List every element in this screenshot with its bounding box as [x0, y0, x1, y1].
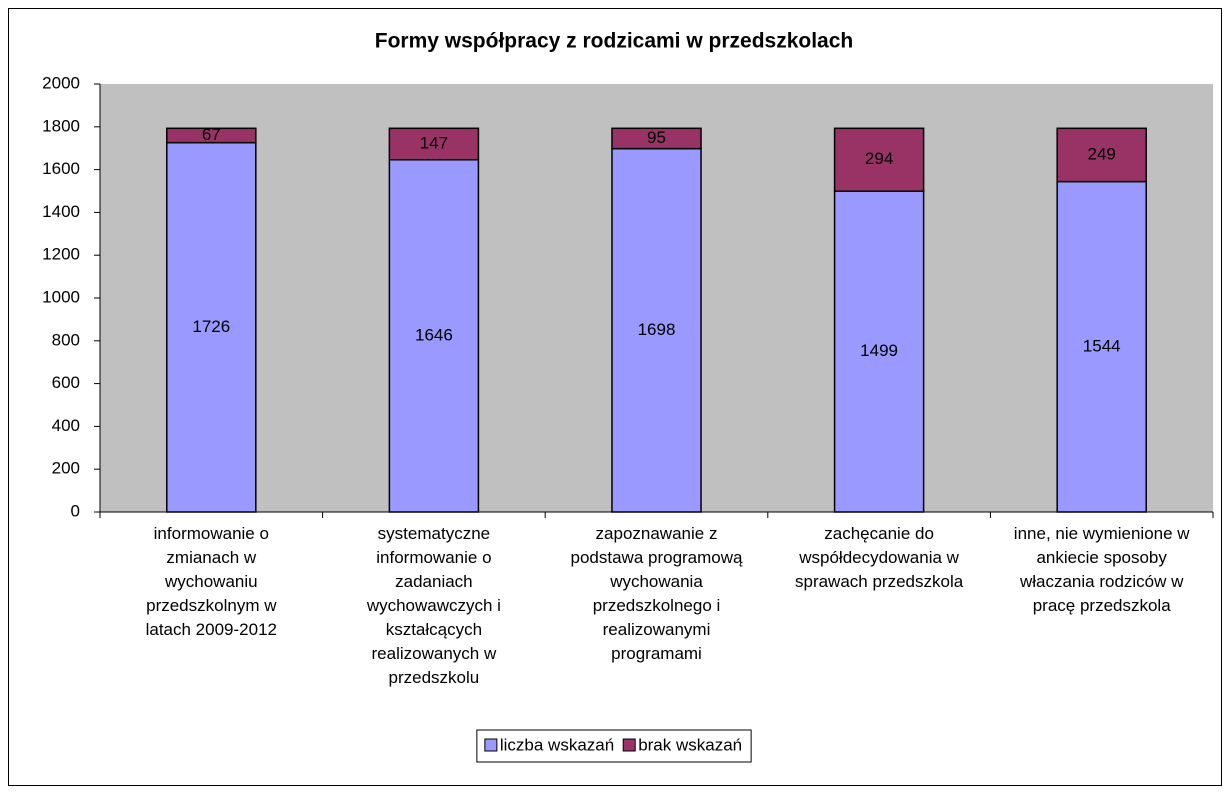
x-tick-label: inne, nie wymienione w ankiecie sposoby … — [1013, 524, 1190, 615]
bar-segment — [166, 141, 257, 513]
chart-title: Formy współpracy z rodzicami w przedszko… — [375, 30, 853, 53]
bar-segment — [166, 127, 257, 144]
y-tick-label: 400 — [52, 416, 80, 435]
y-tick-label: 1600 — [42, 159, 80, 178]
value-label: 1698 — [638, 320, 676, 339]
legend-swatch — [622, 738, 636, 752]
value-label: 95 — [647, 128, 666, 147]
value-label: 1544 — [1083, 336, 1121, 355]
legend-box — [476, 729, 752, 763]
bar-segment — [833, 127, 925, 192]
legend-label: liczba wskazań — [500, 735, 614, 754]
legend-label: brak wskazań — [638, 735, 742, 754]
y-tick-label: 200 — [52, 459, 80, 478]
bar-segment — [1056, 127, 1147, 183]
bar-segment — [611, 127, 702, 150]
x-tick-label: zachęcanie do współdecydowania w sprawac… — [794, 524, 964, 591]
value-label: 1499 — [860, 341, 898, 360]
y-tick-label: 1200 — [42, 245, 80, 264]
bar-segment — [1056, 180, 1147, 513]
bar-segment — [833, 190, 925, 513]
x-tick-label: informowanie o zmianach w wychowaniu prz… — [145, 524, 277, 639]
value-label: 147 — [420, 134, 448, 153]
y-tick-label: 1400 — [42, 202, 80, 221]
value-label: 67 — [202, 125, 221, 144]
x-tick-label: zapoznawanie z podstawa programową wycho… — [570, 524, 743, 663]
y-tick-label: 600 — [52, 373, 80, 392]
y-tick-label: 1800 — [42, 116, 80, 135]
x-tick-label: systematyczne informowanie o zadaniach w… — [366, 524, 501, 687]
y-tick-label: 0 — [71, 501, 80, 520]
y-tick-label: 1000 — [42, 287, 80, 306]
value-label: 1726 — [192, 317, 230, 336]
value-label: 1646 — [415, 325, 453, 344]
value-label: 294 — [865, 149, 893, 168]
bar-segment — [611, 147, 702, 513]
bar-segment — [388, 159, 480, 513]
value-label: 249 — [1088, 144, 1116, 163]
legend-swatch — [484, 738, 498, 752]
bar-segment — [388, 127, 480, 161]
y-tick-label: 800 — [52, 330, 80, 349]
y-tick-label: 2000 — [42, 73, 80, 92]
